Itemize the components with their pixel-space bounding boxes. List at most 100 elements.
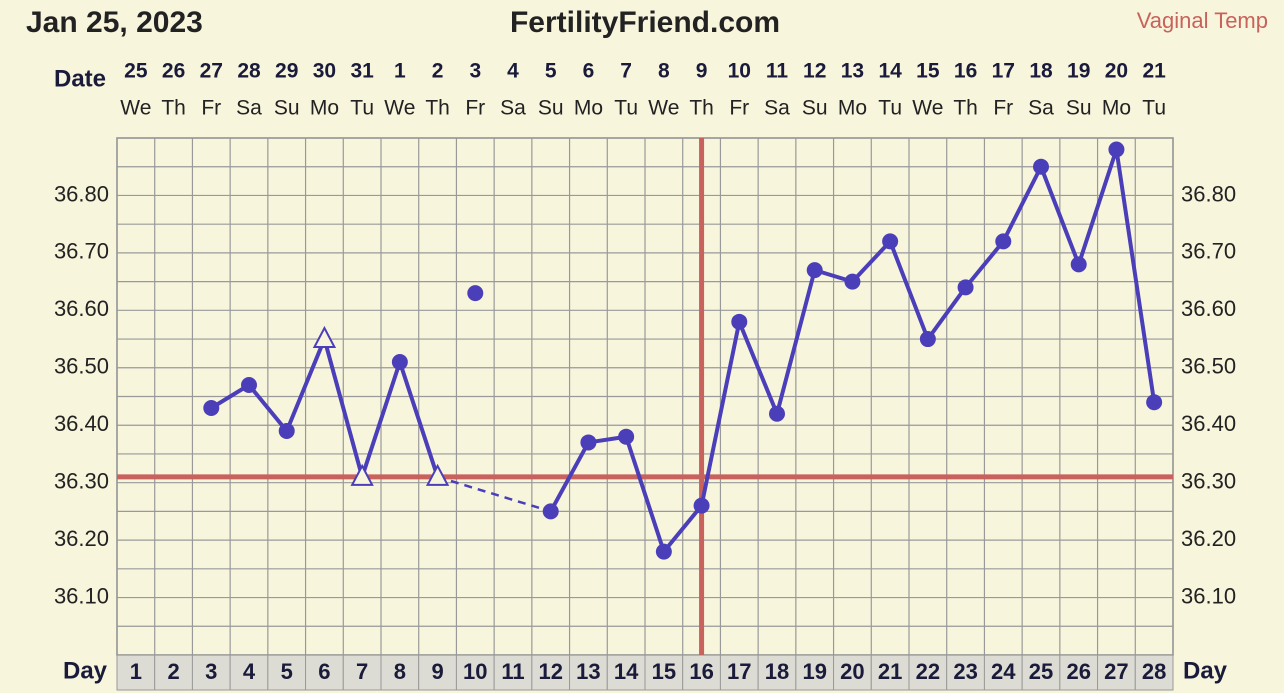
temp-marker (391, 354, 408, 371)
temp-marker (693, 497, 710, 514)
date-label: 13 (841, 60, 864, 83)
day-cell (644, 654, 684, 691)
date-label: 31 (350, 60, 374, 83)
temp-marker-triangle (350, 463, 374, 486)
day-cell (380, 654, 420, 691)
date-label: 20 (1105, 60, 1128, 83)
chart-subtitle: Vaginal Temp (1137, 8, 1268, 33)
weekday-label: We (648, 97, 679, 120)
day-cell (267, 654, 307, 691)
date-label: 7 (620, 60, 632, 83)
temp-marker (844, 273, 861, 290)
y-tick-label-right: 36.60 (1181, 296, 1236, 321)
weekday-label: Mo (1102, 97, 1131, 120)
temp-marker (1070, 256, 1087, 273)
day-number: 21 (878, 659, 902, 684)
weekday-label: Mo (574, 97, 603, 120)
date-label: 15 (916, 60, 940, 83)
weekday-label: Su (538, 97, 564, 120)
date-label: 10 (728, 60, 751, 83)
temp-marker (806, 262, 823, 279)
day-cell (154, 654, 193, 691)
temp-marker (580, 434, 597, 451)
gap-bridge (437, 475, 552, 513)
date-label: 21 (1142, 60, 1166, 83)
y-tick-label: 36.20 (54, 526, 109, 551)
y-tick-label: 36.40 (54, 411, 109, 436)
weekday-label: Sa (1028, 97, 1054, 120)
day-number: 26 (1066, 659, 1090, 684)
date-label: 16 (954, 60, 977, 83)
day-number: 25 (1029, 659, 1053, 684)
day-number: 9 (431, 659, 443, 684)
day-cell (946, 654, 985, 691)
day-number: 17 (727, 659, 751, 684)
temp-marker (1108, 141, 1125, 158)
date-label: 28 (237, 60, 261, 83)
temp-marker-triangle (425, 463, 450, 486)
weekday-label: Su (1066, 97, 1092, 120)
day-number: 6 (318, 659, 330, 684)
weekday-label: Fr (201, 97, 221, 120)
day-number: 4 (243, 659, 256, 684)
temp-marker (203, 399, 220, 416)
weekday-label: We (912, 97, 943, 120)
day-cell (719, 654, 759, 691)
temp-marker (542, 503, 559, 520)
weekday-label: Tu (1142, 97, 1166, 120)
y-tick-label-right: 36.80 (1181, 181, 1236, 206)
temp-marker (731, 313, 748, 330)
day-number: 23 (953, 659, 977, 684)
day-number: 24 (991, 659, 1016, 684)
weekday-label: Fr (729, 97, 749, 120)
date-label: 18 (1029, 60, 1053, 83)
day-cell (757, 654, 797, 691)
y-tick-label-right: 36.20 (1181, 526, 1236, 551)
temp-marker (1033, 158, 1049, 175)
day-label: Day (63, 657, 108, 684)
day-cell (682, 654, 721, 691)
y-tick-label-right: 36.10 (1181, 583, 1236, 608)
weekday-label: Tu (614, 97, 638, 120)
chart-title: Jan 25, 2023 (26, 6, 203, 39)
weekday-label: Sa (764, 97, 790, 120)
temp-marker (467, 285, 484, 302)
weekday-label: Mo (310, 97, 339, 120)
weekday-label: Sa (236, 97, 262, 120)
temp-marker (618, 428, 635, 445)
temp-marker (995, 233, 1012, 250)
day-cell (1021, 654, 1061, 691)
date-label: 6 (583, 60, 595, 83)
day-number: 5 (281, 659, 293, 684)
day-number: 10 (463, 659, 487, 684)
y-tick-label: 36.80 (54, 181, 109, 206)
weekday-label: We (120, 97, 151, 120)
date-label: 12 (803, 60, 826, 83)
day-cell (191, 654, 231, 691)
y-tick-label: 36.10 (54, 583, 109, 608)
day-cell (870, 654, 910, 691)
day-number: 7 (356, 659, 368, 684)
weekday-label: Su (802, 97, 828, 120)
date-label: 30 (313, 60, 336, 83)
day-number: 22 (916, 659, 940, 684)
weekday-label: Fr (993, 97, 1013, 120)
temp-marker (278, 422, 295, 439)
temp-marker (1146, 394, 1163, 411)
site-name: FertilityFriend.com (510, 6, 780, 39)
date-label: 27 (200, 60, 223, 83)
day-number: 11 (501, 659, 524, 684)
y-tick-label: 36.70 (54, 239, 109, 264)
date-label: 11 (766, 60, 789, 83)
y-tick-label-right: 36.40 (1181, 411, 1236, 436)
y-tick-label: 36.60 (54, 296, 109, 321)
temp-marker-triangle (312, 325, 337, 349)
day-cell (455, 654, 495, 691)
day-number: 15 (652, 659, 676, 684)
day-number: 2 (167, 659, 179, 684)
date-label: 5 (545, 60, 557, 83)
y-tick-label-right: 36.30 (1181, 468, 1236, 493)
weekday-label: Sa (500, 97, 526, 120)
temp-marker (769, 405, 785, 422)
